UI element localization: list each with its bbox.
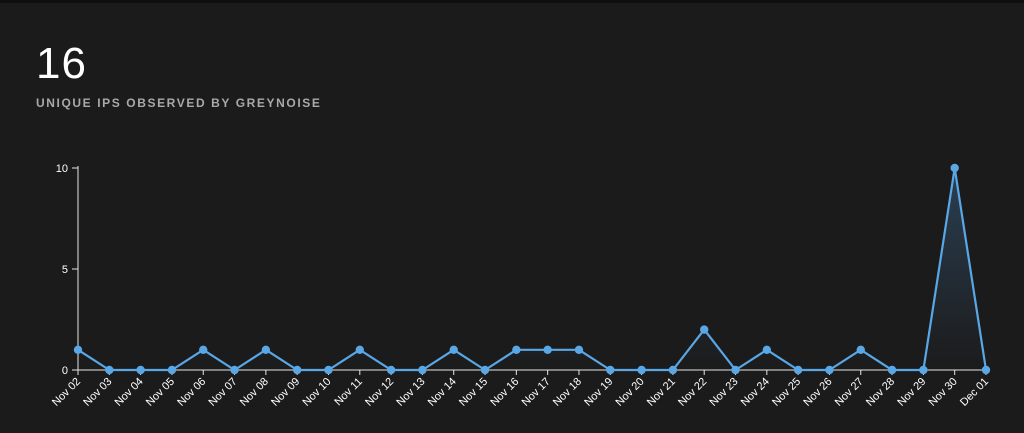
x-tick-label: Nov 17 [520, 376, 553, 409]
data-point [449, 345, 458, 354]
data-point [825, 365, 834, 375]
x-tick-label: Nov 16 [488, 376, 521, 409]
data-point [700, 325, 709, 334]
data-point [887, 365, 897, 375]
top-divider [0, 0, 1024, 3]
x-tick-label: Nov 15 [457, 376, 490, 409]
series-line [77, 166, 988, 372]
x-tick-label: Nov 26 [801, 376, 834, 409]
x-tick-label: Nov 23 [708, 376, 741, 409]
x-tick-label: Nov 10 [300, 376, 333, 409]
data-point [292, 365, 302, 375]
data-point [668, 365, 678, 375]
y-tick-label: 0 [62, 365, 68, 377]
data-point [199, 345, 208, 354]
x-tick-label: Nov 02 [50, 376, 83, 409]
x-tick-label: Nov 08 [238, 376, 271, 409]
x-tick-label: Nov 07 [207, 376, 240, 409]
x-tick-label: Nov 13 [394, 376, 427, 409]
y-tick-label: 5 [62, 264, 68, 276]
x-tick-label: Nov 04 [113, 376, 146, 409]
x-tick-label: Nov 11 [332, 376, 365, 409]
x-tick-label: Nov 18 [551, 376, 584, 409]
data-point [543, 345, 552, 354]
data-point [418, 365, 427, 375]
x-tick-label: Nov 12 [363, 376, 396, 409]
data-point [606, 365, 615, 375]
x-tick-label: Nov 30 [927, 376, 960, 409]
data-point [512, 345, 521, 354]
data-point [73, 345, 83, 354]
data-point [856, 345, 865, 354]
x-tick-label: Nov 29 [895, 376, 928, 409]
data-point [230, 365, 239, 375]
data-point [355, 345, 364, 354]
x-tick-label: Nov 27 [833, 376, 866, 409]
data-point [574, 345, 584, 354]
x-tick-label: Nov 24 [739, 376, 772, 409]
data-point [950, 163, 959, 173]
data-point [762, 345, 772, 354]
series-area [78, 168, 986, 370]
x-tick-label: Nov 20 [614, 376, 647, 409]
data-point [105, 365, 114, 375]
data-point [324, 365, 333, 375]
unique-ip-count: 16 [36, 39, 87, 88]
data-point [981, 365, 991, 375]
x-tick-label: Nov 05 [144, 376, 177, 409]
data-point [261, 345, 271, 354]
x-tick-label: Nov 28 [864, 376, 897, 409]
x-tick-label: Nov 25 [770, 376, 803, 409]
x-tick-label: Nov 09 [269, 376, 302, 409]
x-tick-label: Nov 14 [426, 376, 459, 409]
data-point [731, 365, 740, 375]
x-tick-label: Dec 01 [958, 376, 991, 409]
x-tick-label: Nov 21 [645, 376, 678, 409]
data-point [793, 365, 803, 375]
x-tick-label: Nov 19 [582, 376, 615, 409]
data-point [919, 365, 928, 375]
data-point [136, 365, 145, 375]
data-point [480, 365, 490, 375]
data-point [637, 365, 646, 375]
metric-label: UNIQUE IPS OBSERVED BY GREYNOISE [36, 96, 322, 110]
data-point [386, 365, 396, 375]
x-tick-label: Nov 03 [81, 376, 114, 409]
data-point [167, 365, 177, 375]
y-tick-label: 10 [56, 163, 68, 175]
x-tick-label: Nov 06 [175, 376, 208, 409]
x-tick-label: Nov 22 [676, 376, 709, 409]
